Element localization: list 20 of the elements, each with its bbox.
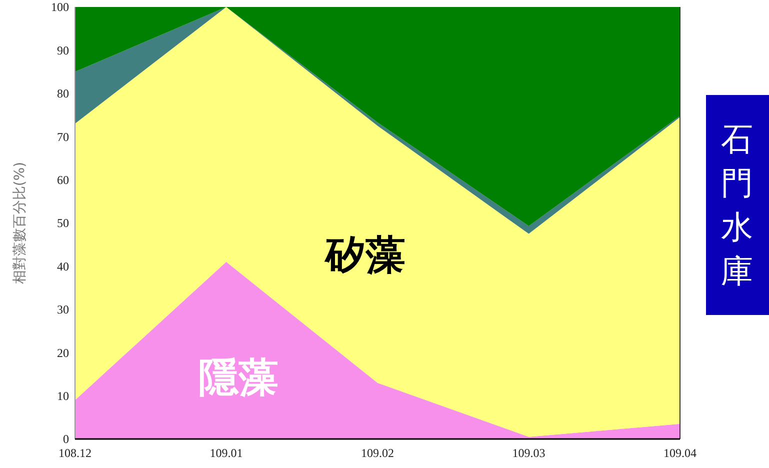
- x-tick-label: 109.01: [210, 446, 243, 460]
- y-tick-label: 10: [57, 389, 69, 403]
- y-tick-label: 100: [51, 0, 69, 14]
- y-tick-label: 40: [57, 259, 69, 274]
- y-tick-label: 50: [57, 216, 69, 230]
- text: 石門水庫: [721, 120, 753, 290]
- y-tick-label: 0: [63, 432, 69, 446]
- y-tick-label: 20: [57, 346, 69, 360]
- y-tick-label: 90: [57, 43, 69, 58]
- series-label: 隱藻: [198, 355, 278, 402]
- y-tick-label: 80: [57, 86, 69, 101]
- y-tick-label: 30: [57, 302, 69, 317]
- x-tick-label: 109.03: [512, 446, 546, 460]
- series-label: 矽藻: [323, 232, 406, 278]
- y-tick-label: 70: [57, 130, 69, 144]
- x-tick-label: 109.02: [361, 446, 394, 460]
- x-tick-label: 109.04: [664, 446, 696, 460]
- x-tick-label: 108.12: [58, 446, 92, 460]
- y-tick-label: 60: [57, 173, 69, 187]
- y-axis-title: 相對藻數百分比(%): [12, 162, 28, 284]
